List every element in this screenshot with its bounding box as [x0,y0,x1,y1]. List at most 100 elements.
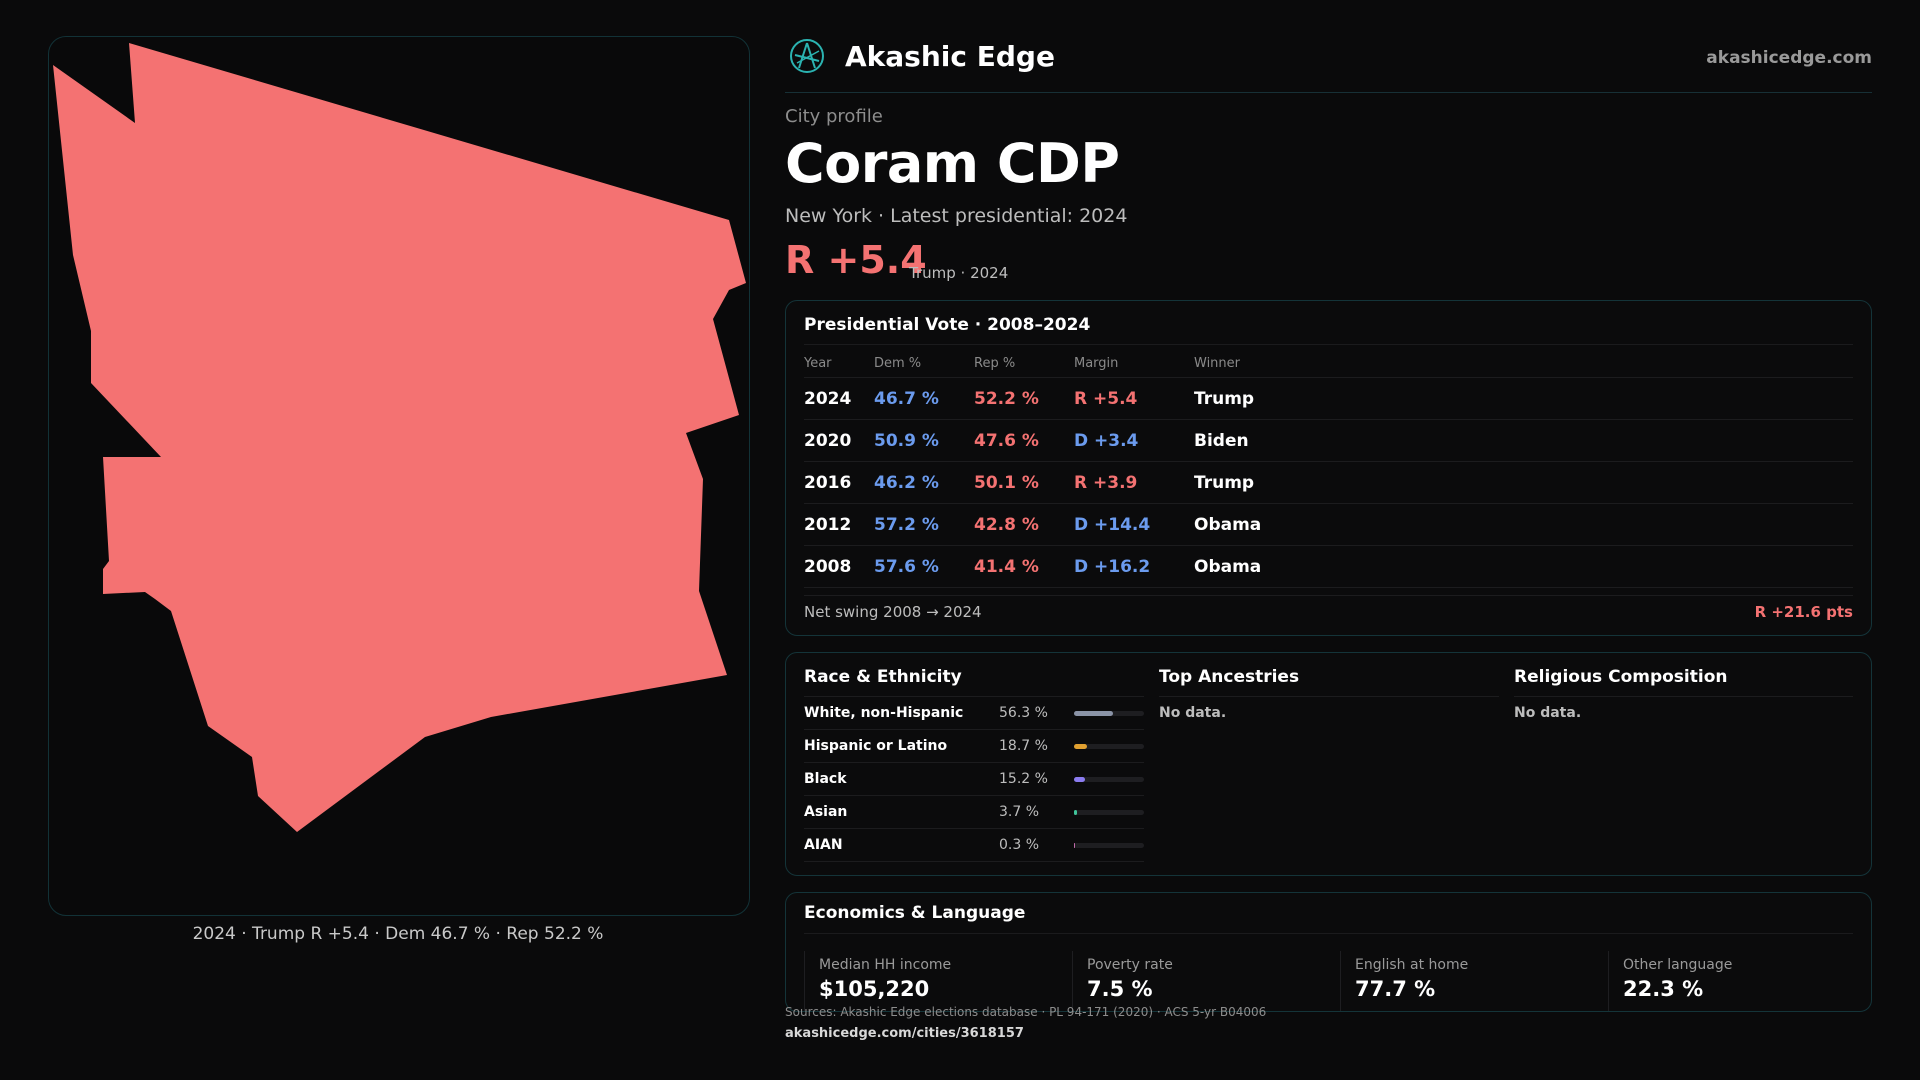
net-swing-label: Net swing 2008 → 2024 [804,603,982,621]
net-swing-value: R +21.6 pts [1754,603,1853,621]
col-year: Year [804,356,832,371]
race-bar-fill [1074,810,1077,815]
page-url-link[interactable]: akashicedge.com/cities/3618157 [785,1026,1024,1041]
city-boundary-shape[interactable] [53,43,746,832]
row-margin: D +3.4 [1074,431,1139,451]
stat-label: Other language [1623,957,1733,973]
race-list: White, non-Hispanic 56.3 % Hispanic or L… [804,697,1144,862]
divider [804,696,1144,697]
stat-label: Poverty rate [1087,957,1173,973]
map-caption: 2024 · Trump R +5.4 · Dem 46.7 % · Rep 5… [192,924,604,944]
stat-value: 77.7 % [1355,977,1436,1001]
row-year: 2012 [804,515,852,535]
net-swing-row: Net swing 2008 → 2024 R +21.6 pts [804,595,1853,626]
race-ethnicity-section: Race & Ethnicity White, non-Hispanic 56.… [804,667,1144,862]
table-row: 2008 57.6 % 41.4 % D +16.2 Obama [804,546,1853,588]
row-winner: Trump [1194,473,1255,493]
race-percent: 0.3 % [999,837,1040,853]
stat-label: Median HH income [819,957,952,973]
vote-table-header: Year Dem % Rep % Margin Winner [804,349,1853,378]
row-dem: 50.9 % [874,431,939,451]
ancestries-empty: No data. [1159,705,1227,721]
col-margin: Margin [1074,356,1119,371]
col-dem: Dem % [874,356,922,371]
race-name: AIAN [804,837,843,853]
stat-english-at-home: English at home 77.7 % [1340,951,1605,1011]
stat-poverty-rate: Poverty rate 7.5 % [1072,951,1337,1011]
col-rep: Rep % [974,356,1016,371]
akashic-logo-icon[interactable] [789,38,825,74]
stat-median-income: Median HH income $105,220 [804,951,1069,1011]
list-item: Asian 3.7 % [804,796,1144,829]
row-winner: Obama [1194,515,1262,535]
list-item: AIAN 0.3 % [804,829,1144,862]
divider [804,933,1853,934]
race-name: Asian [804,804,848,820]
stat-other-language: Other language 22.3 % [1608,951,1871,1011]
race-bar-fill [1074,744,1088,749]
race-name: Black [804,771,847,787]
race-bar [1074,810,1144,815]
religion-empty: No data. [1514,705,1582,721]
presidential-vote-card: Presidential Vote · 2008–2024 Year Dem %… [785,300,1872,636]
vote-table: Year Dem % Rep % Margin Winner 2024 46.7… [804,349,1853,588]
row-margin: D +14.4 [1074,515,1151,535]
divider [804,344,1853,345]
race-name: Hispanic or Latino [804,738,948,754]
page-title: Coram CDP [785,132,1120,195]
table-row: 2020 50.9 % 47.6 % D +3.4 Biden [804,420,1853,462]
race-bar-fill [1074,711,1114,716]
row-dem: 46.7 % [874,389,939,409]
location-subline: New York · Latest presidential: 2024 [785,205,1128,227]
race-bar-fill [1074,843,1076,848]
row-dem: 57.6 % [874,557,939,577]
religion-section: Religious Composition No data. [1514,667,1853,721]
race-bar [1074,777,1144,782]
divider [1514,696,1853,697]
row-margin: R +3.9 [1074,473,1138,493]
table-row: 2012 57.2 % 42.8 % D +14.4 Obama [804,504,1853,546]
site-header: Akashic Edge akashicedge.com [785,36,1872,93]
city-boundary-map [53,43,746,832]
stat-value: $105,220 [819,977,930,1001]
row-rep: 50.1 % [974,473,1039,493]
race-percent: 18.7 % [999,738,1048,754]
row-year: 2016 [804,473,852,493]
row-dem: 57.2 % [874,515,939,535]
list-item: Black 15.2 % [804,763,1144,796]
vote-card-title: Presidential Vote · 2008–2024 [804,315,1091,335]
race-percent: 56.3 % [999,705,1048,721]
economics-title: Economics & Language [804,903,1026,923]
divider [1159,696,1499,697]
brand-name[interactable]: Akashic Edge [845,40,1055,73]
row-winner: Biden [1194,431,1249,451]
race-bar-fill [1074,777,1085,782]
row-winner: Obama [1194,557,1262,577]
latest-margin-detail: Trump · 2024 [909,264,1009,282]
stat-label: English at home [1355,957,1469,973]
stat-value: 7.5 % [1087,977,1153,1001]
row-winner: Trump [1194,389,1255,409]
list-item: Hispanic or Latino 18.7 % [804,730,1144,763]
race-percent: 15.2 % [999,771,1048,787]
site-domain[interactable]: akashicedge.com [1706,48,1872,68]
row-year: 2020 [804,431,852,451]
row-margin: D +16.2 [1074,557,1151,577]
row-rep: 41.4 % [974,557,1039,577]
race-bar [1074,744,1144,749]
race-bar [1074,843,1144,848]
ancestries-title: Top Ancestries [1159,667,1300,687]
row-dem: 46.2 % [874,473,939,493]
ancestries-section: Top Ancestries No data. [1159,667,1499,721]
row-year: 2008 [804,557,852,577]
list-item: White, non-Hispanic 56.3 % [804,697,1144,730]
stat-value: 22.3 % [1623,977,1704,1001]
map-panel[interactable] [48,36,750,916]
col-winner: Winner [1194,356,1241,371]
race-bar [1074,711,1144,716]
sources-note: Sources: Akashic Edge elections database… [785,1005,1267,1019]
latest-margin: R +5.4 [785,238,927,282]
race-name: White, non-Hispanic [804,705,964,721]
economics-card: Economics & Language Median HH income $1… [785,892,1872,1012]
row-rep: 52.2 % [974,389,1039,409]
